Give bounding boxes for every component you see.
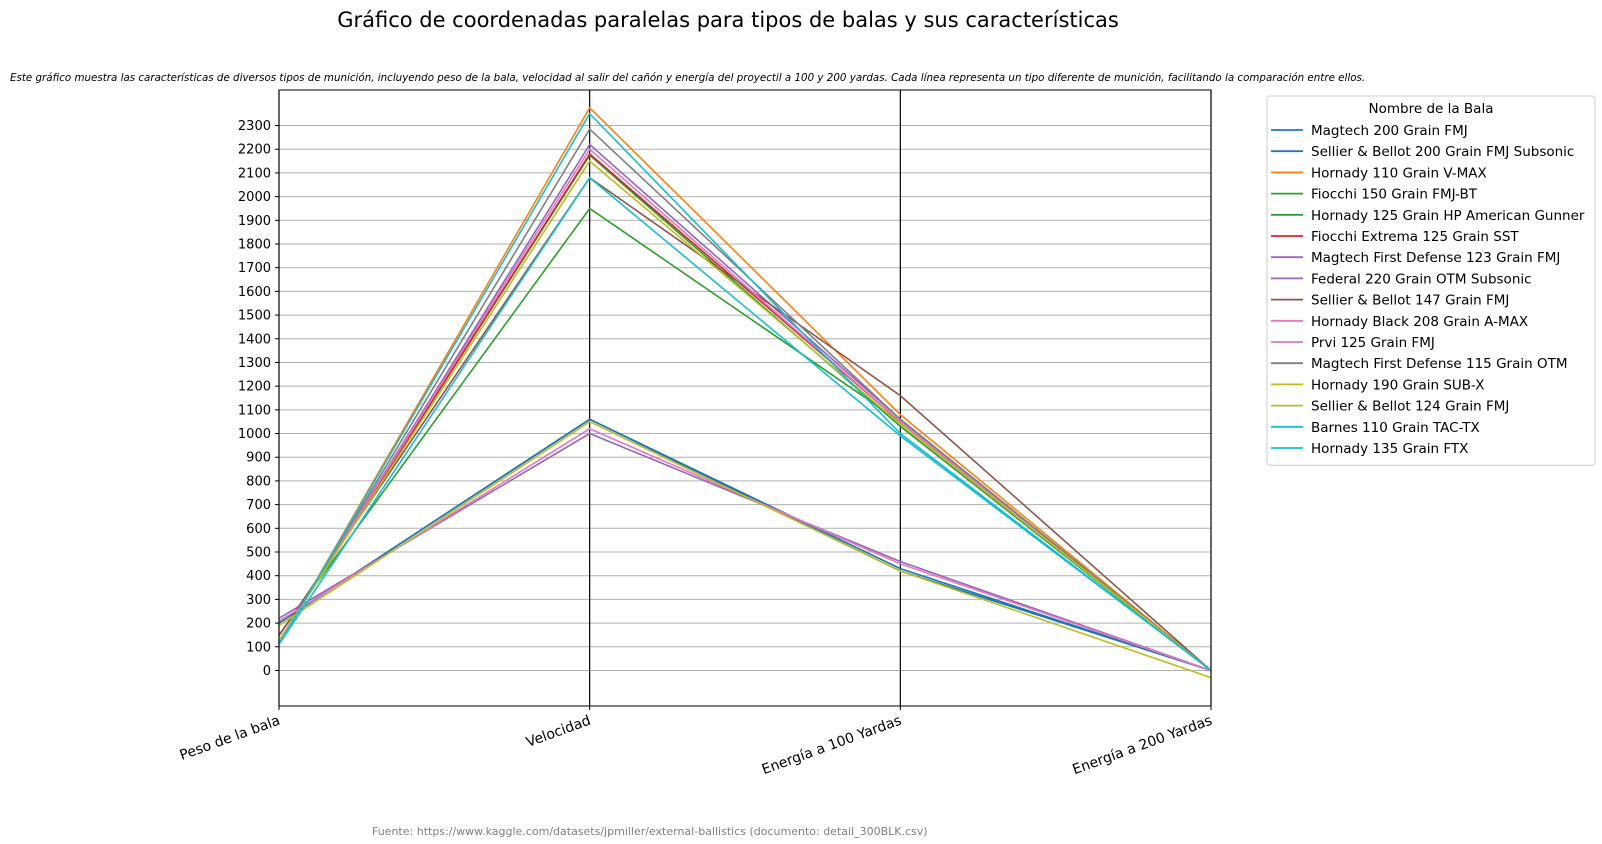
y-tick-label: 1000 xyxy=(238,427,271,442)
series-line xyxy=(278,159,1212,672)
legend-entry: Barnes 110 Grain TAC-TX xyxy=(1311,420,1480,436)
legend-box xyxy=(1266,95,1596,466)
y-tick-label: 1100 xyxy=(238,403,271,418)
plot-frame xyxy=(278,89,1212,707)
legend-title: Nombre de la Bala xyxy=(1369,101,1494,117)
y-tick-label: 1200 xyxy=(238,380,271,395)
legend-entry: Hornady 190 Grain SUB-X xyxy=(1311,377,1485,393)
series-line xyxy=(278,176,1212,672)
series-line xyxy=(278,176,1212,672)
series-line xyxy=(278,106,1212,672)
y-tick-label: 2300 xyxy=(238,119,271,134)
legend-entry: Magtech 200 Grain FMJ xyxy=(1311,123,1468,139)
legend-entry: Fiocchi 150 Grain FMJ-BT xyxy=(1311,187,1478,203)
y-tick-label: 800 xyxy=(246,474,271,489)
series-line xyxy=(278,112,1212,672)
legend-entry: Hornady 110 Grain V-MAX xyxy=(1311,165,1487,181)
legend-entries: Magtech 200 Grain FMJ Sellier & Bellot 20… xyxy=(1271,123,1585,457)
legend-entry: Hornady 135 Grain FTX xyxy=(1311,441,1468,457)
series-line xyxy=(278,418,1212,672)
y-tick-label: 1700 xyxy=(238,261,271,276)
axis-label: Energía a 200 Yardas xyxy=(1070,713,1214,778)
y-tick-label: 2200 xyxy=(238,143,271,158)
y-tick-label: 300 xyxy=(246,593,271,608)
legend-entry: Hornady 125 Grain HP American Gunner xyxy=(1311,208,1585,224)
y-tick-label: 200 xyxy=(246,617,271,632)
legend-entry: Sellier & Bellot 200 Grain FMJ Subsonic xyxy=(1311,144,1574,160)
legend-entry: Magtech First Defense 123 Grain FMJ xyxy=(1311,250,1560,266)
y-tick-label: 1800 xyxy=(238,238,271,253)
y-tick-label: 1900 xyxy=(238,214,271,229)
parallel-axes xyxy=(278,90,1212,706)
legend-entry: Fiocchi Extrema 125 Grain SST xyxy=(1311,229,1519,245)
legend-entry: Sellier & Bellot 124 Grain FMJ xyxy=(1311,399,1509,415)
y-tick-label: 1300 xyxy=(238,356,271,371)
gridlines xyxy=(279,125,1211,671)
y-tick-label: 2100 xyxy=(238,166,271,181)
y-tick-label: 1400 xyxy=(238,332,271,347)
series-line xyxy=(278,420,1212,679)
series-line xyxy=(278,427,1212,672)
source-note: Fuente: https://www.kaggle.com/datasets/… xyxy=(372,825,928,838)
series-lines xyxy=(278,106,1212,679)
y-tick-label: 700 xyxy=(246,498,271,513)
y-axis-ticks: 0 100 200 300 400 500 600 700 800 900 1000 1100 1200… xyxy=(238,119,279,679)
chart-subtitle: Este gráfico muestra las características… xyxy=(10,72,1365,84)
legend: Nombre de la Bala Magtech 200 Grain FMJ S… xyxy=(1266,95,1596,466)
series-line xyxy=(278,127,1212,672)
legend-entry: Federal 220 Grain OTM Subsonic xyxy=(1311,271,1532,287)
axis-label: Velocidad xyxy=(524,713,593,751)
y-tick-label: 900 xyxy=(246,451,271,466)
chart-title: Gráfico de coordenadas paralelas para ti… xyxy=(337,8,1119,32)
y-tick-label: 100 xyxy=(246,640,271,655)
legend-entry: Sellier & Bellot 147 Grain FMJ xyxy=(1311,293,1509,309)
legend-entry: Magtech First Defense 115 Grain OTM xyxy=(1311,356,1567,372)
y-tick-label: 1500 xyxy=(238,309,271,324)
y-tick-label: 600 xyxy=(246,522,271,537)
y-tick-label: 2000 xyxy=(238,190,271,205)
series-line xyxy=(278,207,1212,672)
axis-label: Peso de la bala xyxy=(178,713,283,764)
y-tick-label: 400 xyxy=(246,569,271,584)
series-line xyxy=(278,147,1212,672)
legend-entry: Prvi 125 Grain FMJ xyxy=(1311,335,1435,351)
legend-entry: Hornady Black 208 Grain A-MAX xyxy=(1311,314,1528,330)
axis-label: Energía a 100 Yardas xyxy=(760,713,904,778)
axis-labels: Peso de la bala Velocidad Energía a 100 Ya… xyxy=(178,706,1214,778)
y-tick-label: 0 xyxy=(263,664,271,679)
y-tick-label: 500 xyxy=(246,546,271,561)
y-tick-label: 1600 xyxy=(238,285,271,300)
series-line xyxy=(278,143,1212,672)
